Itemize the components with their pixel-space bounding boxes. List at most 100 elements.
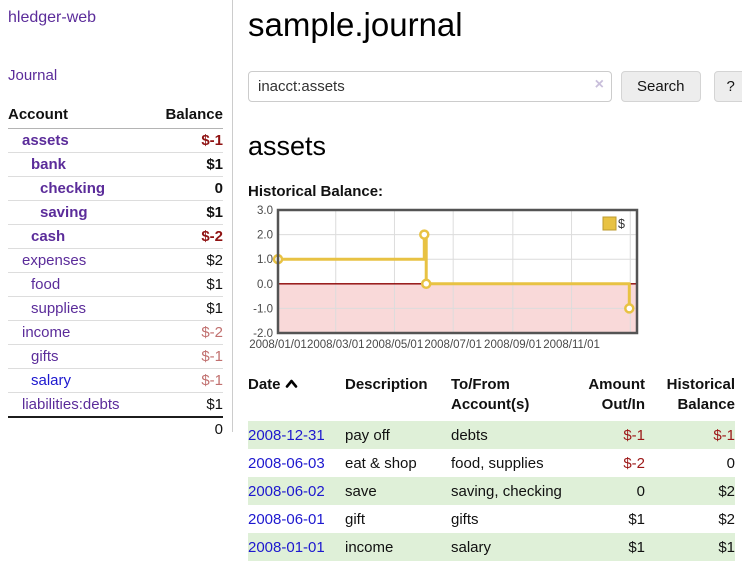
register-header-label: Amount Out/In (588, 376, 645, 413)
register-header-label: Historical Balance (666, 376, 735, 413)
register-header-label: Date (248, 376, 281, 393)
account-link[interactable]: food (31, 276, 61, 293)
page: hledger-web Journal Account Balance asse… (0, 0, 742, 561)
account-column-header: Account (8, 103, 150, 129)
sidebar: hledger-web Journal Account Balance asse… (0, 0, 233, 561)
help-button[interactable]: ? (713, 71, 742, 102)
transaction-balance: 0 (726, 455, 735, 472)
register-header-amount-out-in: Amount Out/In (573, 373, 645, 421)
transaction-date-link[interactable]: 2008-06-02 (248, 483, 325, 500)
transaction-amount: $1 (628, 539, 645, 556)
transaction-amount: 0 (636, 483, 645, 500)
y-axis-tick-label: 1.0 (257, 254, 273, 266)
search-input[interactable] (248, 71, 612, 102)
transaction-accounts: food, supplies (451, 455, 544, 472)
account-balance: $-1 (149, 368, 223, 393)
x-axis-tick-label: 2008/09/01 (484, 339, 542, 351)
transaction-description: pay off (345, 427, 390, 444)
y-axis-tick-label: 2.0 (257, 230, 273, 242)
legend-label: $ (618, 217, 625, 231)
account-tree: Account Balance assets $-1 bank $1 checking 0… (8, 103, 223, 441)
x-axis-tick-label: 2008/11/01 (543, 339, 600, 351)
transaction-accounts: salary (451, 539, 492, 556)
transaction-description: income (345, 539, 394, 556)
register-header-to-from-account-s: To/From Account(s) (451, 373, 573, 421)
transaction-description: eat & shop (345, 455, 417, 472)
y-axis-tick-label: 0.0 (257, 279, 273, 291)
register-header-label: Description (345, 376, 428, 393)
account-row: income $-2 (8, 320, 223, 345)
total-balance: 0 (149, 416, 223, 441)
sort-ascending-icon (285, 379, 297, 388)
transaction-balance: $2 (718, 483, 735, 500)
account-row: assets $-1 (8, 129, 223, 153)
account-row: food $1 (8, 272, 223, 297)
account-link[interactable]: expenses (22, 252, 87, 269)
transaction-accounts: gifts (451, 511, 479, 528)
search-button[interactable]: Search (621, 71, 701, 102)
chart-title: Historical Balance: (248, 183, 384, 200)
account-row: bank $1 (8, 152, 223, 177)
brand-link[interactable]: hledger-web (8, 9, 97, 26)
account-balance: $1 (149, 392, 223, 417)
account-link[interactable]: cash (31, 228, 66, 245)
sidebar-divider (232, 0, 233, 432)
transaction-row[interactable]: 2008-12-31 pay off debts $-1 $-1 (248, 421, 735, 449)
account-link[interactable]: bank (31, 156, 67, 173)
transaction-accounts: saving, checking (451, 483, 562, 500)
account-link[interactable]: liabilities:debts (22, 396, 120, 413)
transaction-row[interactable]: 2008-06-03 eat & shop food, supplies $-2 0 (248, 449, 735, 477)
data-point-marker (624, 303, 635, 314)
account-row: expenses $2 (8, 248, 223, 273)
transaction-balance: $1 (718, 539, 735, 556)
account-balance: $-1 (201, 132, 223, 149)
balance-chart: $3.0 2.0 1.0 0.0 -1.0 -2.0 2008/01/01 2008/03/0… (248, 205, 742, 358)
transaction-date-link[interactable]: 2008-12-31 (248, 427, 325, 444)
x-axis-tick-label: 2008/03/01 (307, 339, 365, 351)
balance-column-header: Balance (149, 103, 223, 129)
register-header-date[interactable]: Date (248, 373, 345, 421)
account-link[interactable]: supplies (31, 300, 87, 317)
account-link[interactable]: saving (40, 204, 88, 221)
transaction-date-link[interactable]: 2008-06-03 (248, 455, 325, 472)
account-balance: $1 (149, 296, 223, 321)
plot-border (276, 208, 639, 335)
transaction-balance: $2 (718, 511, 735, 528)
clear-search-icon[interactable]: × (594, 76, 604, 93)
transaction-row[interactable]: 2008-06-01 gift gifts $1 $2 (248, 505, 735, 533)
total-row: 0 (8, 416, 223, 441)
y-axis-tick-label: 3.0 (257, 205, 273, 217)
transaction-description: save (345, 483, 377, 500)
account-link[interactable]: assets (22, 132, 69, 149)
account-heading: assets (248, 131, 327, 161)
account-row: supplies $1 (8, 296, 223, 321)
register-header-historical-balance: Historical Balance (645, 373, 735, 421)
transaction-accounts: debts (451, 427, 488, 444)
main-content: sample.journal × Search ? assets Histori… (233, 0, 742, 561)
account-balance: $-1 (149, 344, 223, 369)
account-link[interactable]: gifts (31, 348, 59, 365)
transaction-amount: $1 (628, 511, 645, 528)
register-header-label: To/From Account(s) (451, 376, 530, 413)
account-balance: $1 (149, 272, 223, 297)
transaction-row[interactable]: 2008-01-01 income salary $1 $1 (248, 533, 735, 561)
transaction-balance: $-1 (713, 427, 735, 444)
y-axis-tick-label: -1.0 (253, 303, 273, 315)
account-link[interactable]: checking (40, 180, 106, 197)
transaction-amount: $-1 (623, 427, 645, 444)
account-link[interactable]: salary (31, 372, 72, 389)
legend-swatch (602, 216, 617, 231)
transaction-row[interactable]: 2008-06-02 save saving, checking 0 $2 (248, 477, 735, 505)
nav-journal-link[interactable]: Journal (8, 67, 58, 84)
account-row: checking 0 (8, 176, 223, 201)
transaction-date-link[interactable]: 2008-06-01 (248, 511, 325, 528)
x-axis-tick-label: 2008/05/01 (366, 339, 424, 351)
register-header-description: Description (345, 373, 451, 421)
transaction-date-link[interactable]: 2008-01-01 (248, 539, 325, 556)
account-row: gifts $-1 (8, 344, 223, 369)
account-balance: $2 (149, 248, 223, 273)
account-link[interactable]: income (22, 324, 71, 341)
total-spacer (8, 416, 150, 441)
page-title: sample.journal (248, 6, 463, 43)
